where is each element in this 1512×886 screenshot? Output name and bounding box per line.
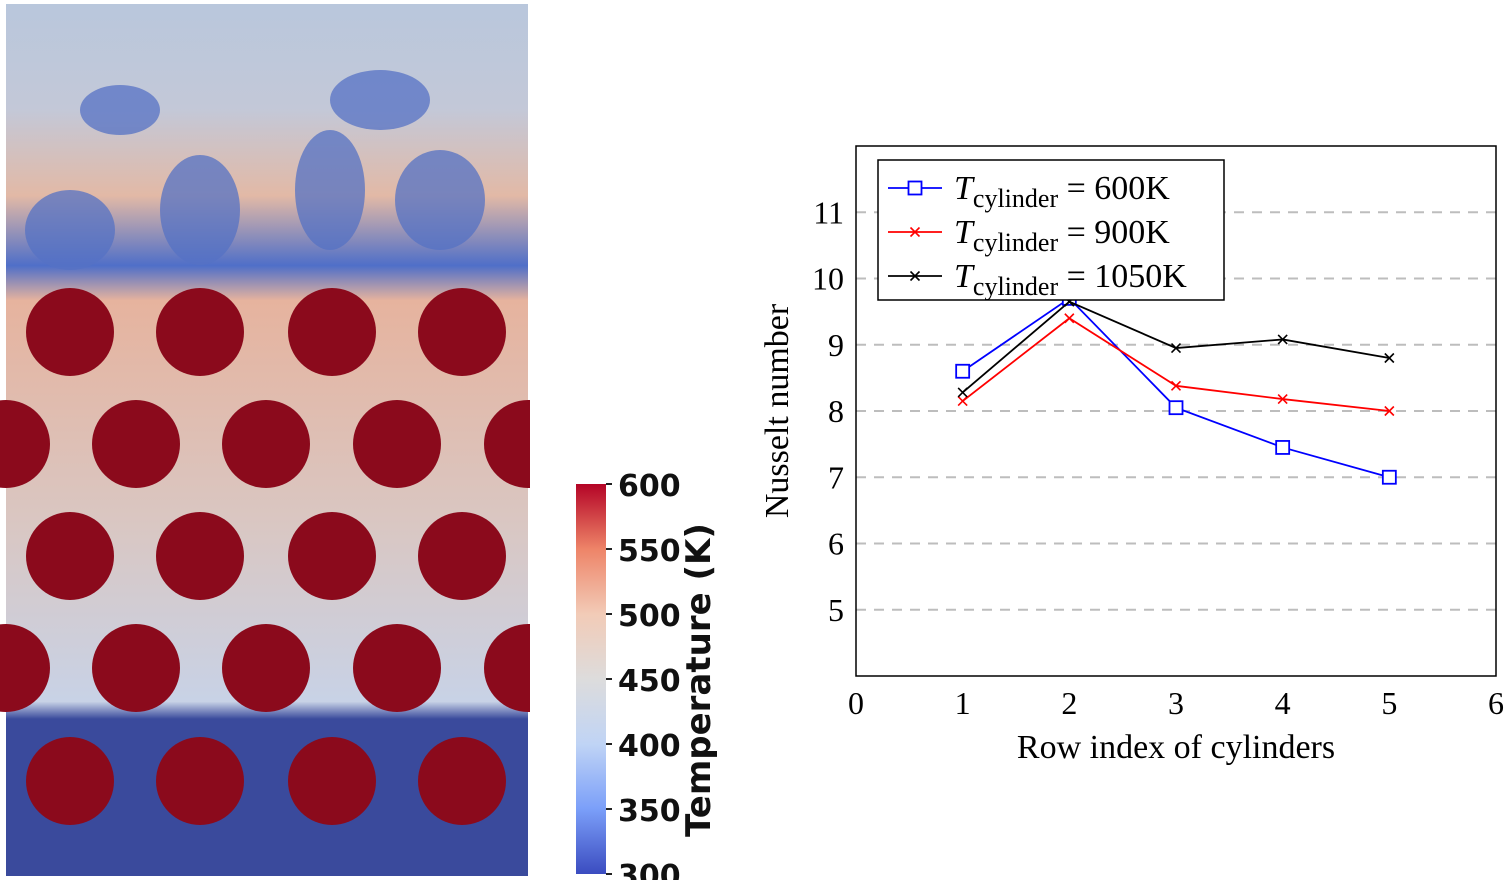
- series-2: [957, 296, 1395, 398]
- colorbar-tick-label: 450: [618, 664, 681, 699]
- colorbar-tick-label: 500: [618, 599, 681, 634]
- y-axis-label: Nusselt number: [759, 303, 796, 518]
- data-point: [1277, 394, 1288, 405]
- plot-frame: [855, 145, 1497, 677]
- x-tick-label: 1: [955, 685, 971, 721]
- y-tick-label: 5: [828, 592, 844, 628]
- legend-label: Tcylinder = 1050K: [954, 258, 1187, 301]
- y-tick-label: 11: [813, 194, 844, 230]
- y-tick-label: 9: [828, 327, 844, 363]
- x-axis-label: Row index of cylinders: [1017, 729, 1335, 766]
- legend-marker: [909, 226, 921, 238]
- series-line: [962, 317, 1390, 412]
- data-point: [1064, 313, 1075, 324]
- data-point: [957, 395, 968, 407]
- colorbar-tick-label: 350: [618, 794, 681, 829]
- data-point: [1277, 334, 1288, 345]
- data-point: [1170, 380, 1182, 391]
- colorbar-tick-label: 550: [618, 534, 681, 569]
- series-0: [955, 290, 1397, 485]
- legend-item: Tcylinder = 600K: [888, 170, 1170, 213]
- x-tick-label: 3: [1168, 685, 1184, 721]
- temperature-field-image: [0, 4, 530, 876]
- colorbar-ticks: 600 550 500 450 400 350 300: [606, 470, 681, 880]
- plume-layer: [25, 70, 485, 270]
- x-tick-label: 2: [1061, 685, 1077, 721]
- y-tick-labels: 5 6 7 8 9 10 11: [812, 194, 844, 628]
- colorbar-tick-label: 400: [618, 729, 681, 764]
- x-tick-label: 5: [1381, 685, 1397, 721]
- data-point: [1381, 469, 1397, 485]
- series-layer: [955, 290, 1397, 485]
- x-tick-labels: 0 1 2 3 4 5 6: [848, 685, 1504, 721]
- y-tick-label: 8: [828, 393, 844, 429]
- cylinder-array: [0, 288, 530, 825]
- data-point: [1168, 400, 1184, 416]
- y-tick-label: 6: [828, 526, 844, 562]
- legend-marker: [907, 180, 923, 196]
- colorbar-tick-label: 300: [618, 859, 681, 880]
- data-point: [1384, 405, 1395, 417]
- series-1: [957, 313, 1395, 417]
- x-tick-label: 6: [1488, 685, 1504, 721]
- data-point: [1170, 342, 1182, 354]
- legend-marker: [909, 270, 921, 282]
- series-line: [962, 297, 1390, 479]
- y-tick-label: 10: [812, 261, 844, 297]
- data-point: [955, 363, 971, 379]
- colorbar-tick-label: 600: [618, 470, 681, 504]
- legend-item: Tcylinder = 900K: [888, 214, 1170, 257]
- legend-label: Tcylinder = 600K: [954, 170, 1170, 213]
- x-tick-label: 0: [848, 685, 864, 721]
- data-point: [957, 387, 968, 398]
- colorbar-gradient: [576, 484, 606, 874]
- legend-item: Tcylinder = 1050K: [888, 258, 1187, 301]
- legend-label: Tcylinder = 900K: [954, 214, 1170, 257]
- colorbar: 600 550 500 450 400 350 300 Temperature (K): [576, 470, 719, 880]
- nusselt-chart: 0 1 2 3 4 5 6 5 6 7 8 9 10 11 Row index of cylinders…: [759, 145, 1504, 766]
- y-tick-label: 7: [828, 459, 844, 495]
- x-tick-label: 4: [1275, 685, 1291, 721]
- colorbar-title: Temperature (K): [679, 523, 719, 837]
- data-point: [1384, 352, 1395, 364]
- data-point: [1275, 440, 1291, 455]
